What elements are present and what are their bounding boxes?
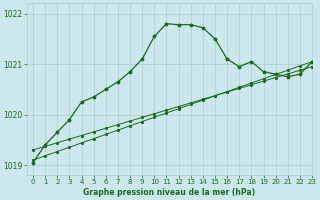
X-axis label: Graphe pression niveau de la mer (hPa): Graphe pression niveau de la mer (hPa) — [84, 188, 256, 197]
